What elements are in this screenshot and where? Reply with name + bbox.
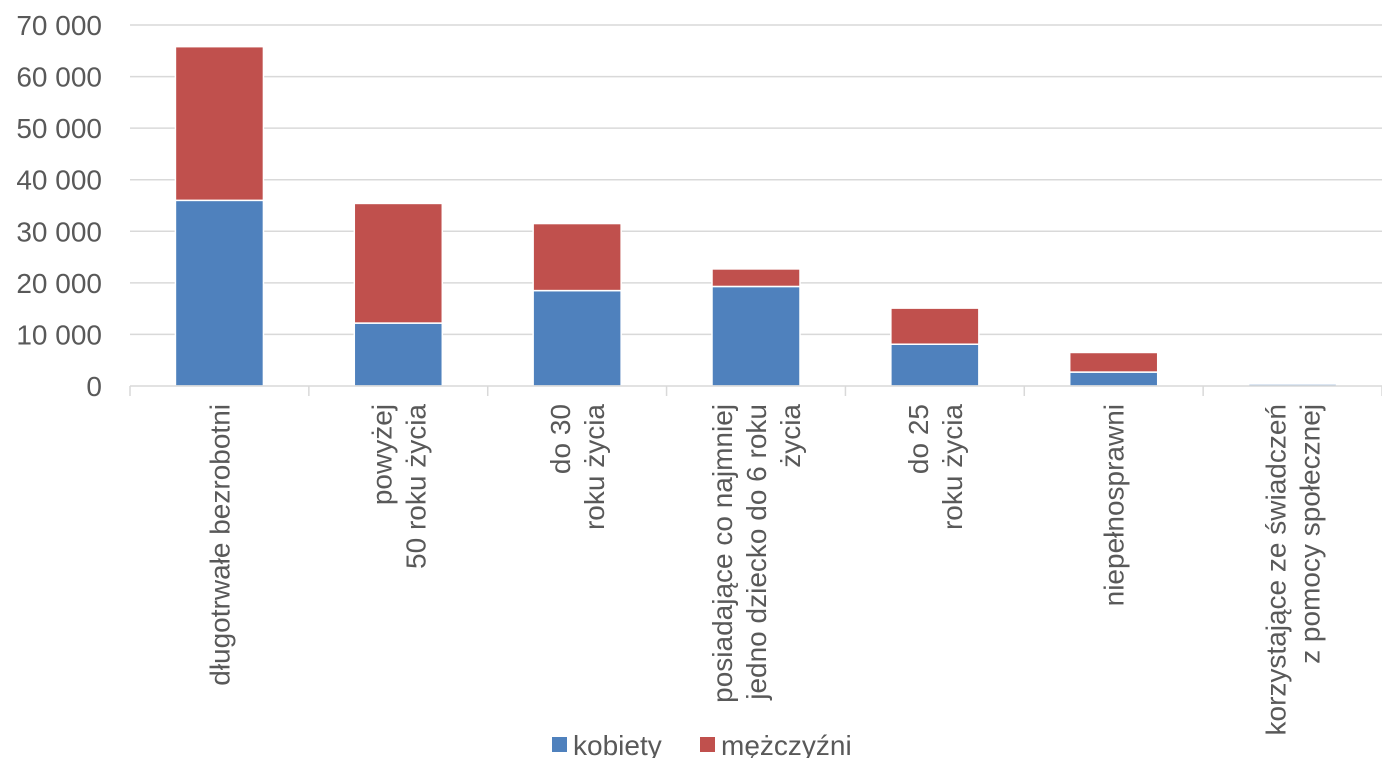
x-category-label-line: do 30	[545, 404, 576, 474]
bar-segment-mezczyzni	[353, 202, 444, 324]
bar-segment-mezczyzni	[890, 307, 980, 345]
legend-swatch	[552, 737, 567, 752]
y-tick-label: 60 000	[16, 62, 102, 93]
bar-segment-mezczyzni	[711, 268, 801, 288]
x-axis-labels: długotrwałe bezrobotni powyżej 50 roku życ…	[204, 404, 1325, 736]
x-category-label-line: roku życia	[937, 404, 968, 530]
x-category-label-line: niepełnosprawni	[1099, 404, 1130, 606]
bar-segment-kobiety	[532, 289, 622, 387]
legend: kobiety mężczyźni	[552, 730, 852, 758]
x-category-label-line: długotrwałe bezrobotni	[204, 404, 235, 686]
bar-segment-kobiety	[711, 285, 801, 387]
x-category-label: korzystające ze świadczeń z pomocy społec…	[1261, 404, 1326, 735]
x-category-label-line: 50 roku życia	[400, 404, 431, 569]
y-tick-label: 10 000	[16, 319, 102, 350]
x-category-label: do 25 roku życia	[903, 404, 968, 530]
x-category-label: niepełnosprawni	[1099, 404, 1130, 606]
bar-segment-kobiety	[174, 199, 265, 387]
bar-segment-kobiety	[1068, 371, 1159, 387]
y-tick-label: 0	[86, 371, 102, 402]
bars	[174, 45, 1338, 387]
x-category-label-line: posiadające co najmniej	[707, 404, 738, 703]
y-tick-label: 30 000	[16, 216, 102, 247]
bar-segment-mezczyzni	[1068, 351, 1159, 373]
x-axis	[129, 385, 1382, 396]
legend-swatch	[700, 737, 715, 752]
bar-segment-mezczyzni	[1247, 382, 1338, 385]
legend-label: mężczyźni	[721, 730, 852, 758]
legend-label: kobiety	[573, 730, 662, 758]
bar-segment-mezczyzni	[532, 222, 622, 292]
y-tick-label: 70 000	[16, 10, 102, 41]
y-axis-ticks: 0 10 000 20 000 30 000 40 000 50 000 60 000 70 …	[16, 10, 102, 402]
x-category-label: posiadające co najmniej jedno dziecko do …	[707, 404, 806, 703]
x-category-label-line: powyżej	[366, 404, 397, 505]
x-category-label: do 30 roku życia	[545, 404, 610, 530]
x-category-label-line: korzystające ze świadczeń	[1261, 404, 1292, 735]
bar-segment-kobiety	[353, 322, 444, 387]
gridlines	[130, 24, 1382, 336]
y-tick-label: 40 000	[16, 165, 102, 196]
x-category-label: powyżej 50 roku życia	[366, 404, 431, 569]
bar-segment-mezczyzni	[174, 45, 265, 202]
x-category-label-line: jedno dziecko do 6 roku	[741, 404, 772, 701]
x-category-label: długotrwałe bezrobotni	[204, 404, 235, 686]
x-category-label-line: do 25	[903, 404, 934, 474]
x-category-label-line: roku życia	[579, 404, 610, 530]
x-category-label-line: z pomocy społecznej	[1295, 404, 1326, 664]
x-category-label-line: życia	[775, 404, 806, 468]
y-tick-label: 20 000	[16, 268, 102, 299]
bar-segment-kobiety	[890, 343, 980, 387]
y-tick-label: 50 000	[16, 113, 102, 144]
